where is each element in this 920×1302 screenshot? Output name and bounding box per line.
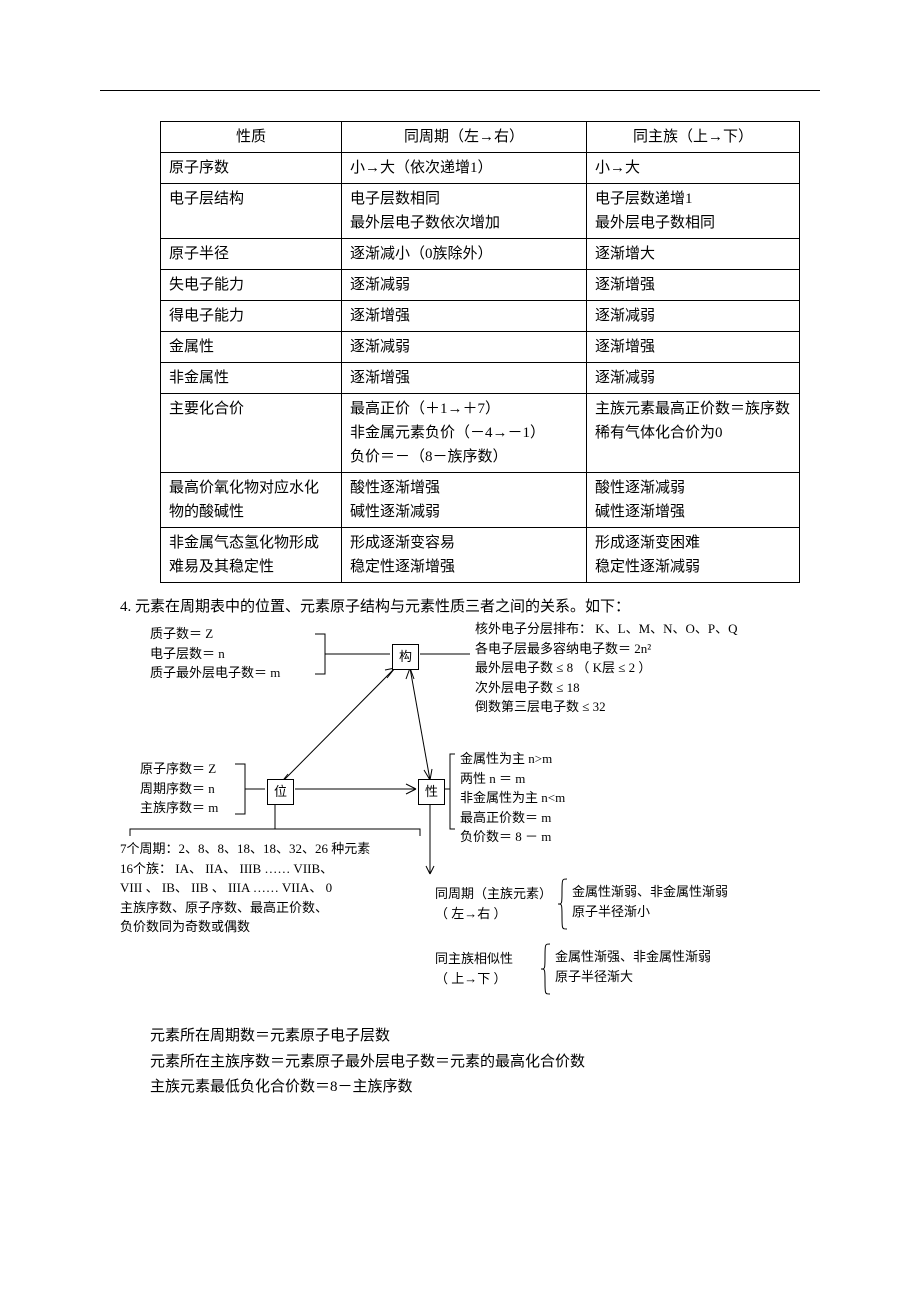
table-row: 原子序数小→大（依次递增1）小→大: [161, 153, 800, 184]
table-row: 非金属气态氢化物形成难易及其稳定性形成逐渐变容易稳定性逐渐增强形成逐渐变困难稳定…: [161, 528, 800, 583]
table-row: 原子半径逐渐减小（0族除外）逐渐增大: [161, 239, 800, 270]
table-row: 失电子能力逐渐减弱逐渐增强: [161, 270, 800, 301]
table-cell: 逐渐增强: [586, 332, 799, 363]
table-cell: 主族元素最高正价数＝族序数稀有气体化合价为0: [586, 394, 799, 473]
relationship-diagram: 质子数＝ Z电子层数＝ n质子最外层电子数＝ m 构 核外电子分层排布： K、L…: [120, 624, 800, 1024]
table-cell: 金属性: [161, 332, 342, 363]
table-cell: 得电子能力: [161, 301, 342, 332]
table-body: 原子序数小→大（依次递增1）小→大电子层结构电子层数相同最外层电子数依次增加电子…: [161, 153, 800, 583]
xing-box: 性: [418, 779, 445, 805]
table-row: 金属性逐渐减弱逐渐增强: [161, 332, 800, 363]
table-cell: 电子层数递增1最外层电子数相同: [586, 184, 799, 239]
table-cell: 小→大（依次递增1）: [342, 153, 587, 184]
table-cell: 形成逐渐变困难稳定性逐渐减弱: [586, 528, 799, 583]
table-cell: 失电子能力: [161, 270, 342, 301]
group-items: 金属性渐强、非金属性渐弱原子半径渐大: [555, 947, 711, 986]
xing-list-text: 金属性为主 n>m两性 n ＝ m非金属性为主 n<m最高正价数＝ m负价数＝ …: [460, 749, 565, 847]
table-cell: 非金属性: [161, 363, 342, 394]
period-label: 同周期（主族元素）（ 左→右 ）: [435, 884, 552, 923]
wei-bottom-text: 7个周期：2、8、8、18、18、32、26 种元素16个族： IA、 IIA、…: [120, 839, 370, 937]
header-group: 同主族（上→下）: [586, 122, 799, 153]
table-cell: 逐渐减小（0族除外）: [342, 239, 587, 270]
table-cell: 逐渐增强: [342, 301, 587, 332]
table-cell: 逐渐增大: [586, 239, 799, 270]
table-cell: 形成逐渐变容易稳定性逐渐增强: [342, 528, 587, 583]
equation-1: 元素所在周期数＝元素原子电子层数: [150, 1024, 820, 1050]
wei-left-text: 原子序数＝ Z周期序数＝ n主族序数＝ m: [140, 759, 218, 818]
table-row: 主要化合价最高正价（＋1→＋7）非金属元素负价（－4→－1）负价＝－（8－族序数…: [161, 394, 800, 473]
equation-3: 主族元素最低负化合价数＝8－主族序数: [150, 1075, 820, 1101]
top-rule: [100, 90, 820, 91]
table-cell: 非金属气态氢化物形成难易及其稳定性: [161, 528, 342, 583]
equations-block: 元素所在周期数＝元素原子电子层数 元素所在主族序数＝元素原子最外层电子数＝元素的…: [150, 1024, 820, 1101]
table-cell: 最高价氧化物对应水化物的酸碱性: [161, 473, 342, 528]
table-cell: 酸性逐渐增强碱性逐渐减弱: [342, 473, 587, 528]
header-period: 同周期（左→右）: [342, 122, 587, 153]
properties-table: 性质 同周期（左→右） 同主族（上→下） 原子序数小→大（依次递增1）小→大电子…: [160, 121, 800, 583]
table-row: 最高价氧化物对应水化物的酸碱性酸性逐渐增强碱性逐渐减弱酸性逐渐减弱碱性逐渐增强: [161, 473, 800, 528]
table-cell: 最高正价（＋1→＋7）非金属元素负价（－4→－1）负价＝－（8－族序数）: [342, 394, 587, 473]
table-cell: 原子序数: [161, 153, 342, 184]
group-label: 同主族相似性（ 上→下 ）: [435, 949, 513, 988]
table-cell: 主要化合价: [161, 394, 342, 473]
wei-box: 位: [267, 779, 294, 805]
period-items: 金属性渐弱、非金属性渐弱原子半径渐小: [572, 882, 728, 921]
table-cell: 电子层结构: [161, 184, 342, 239]
equation-2: 元素所在主族序数＝元素原子最外层电子数＝元素的最高化合价数: [150, 1050, 820, 1076]
table-cell: 逐渐减弱: [586, 301, 799, 332]
table-cell: 逐渐减弱: [586, 363, 799, 394]
gou-right-text: 核外电子分层排布： K、L、M、N、O、P、Q各电子层最多容纳电子数＝ 2n²最…: [475, 619, 738, 717]
table-cell: 小→大: [586, 153, 799, 184]
header-property: 性质: [161, 122, 342, 153]
table-header-row: 性质 同周期（左→右） 同主族（上→下）: [161, 122, 800, 153]
gou-left-text: 质子数＝ Z电子层数＝ n质子最外层电子数＝ m: [150, 624, 280, 683]
table-row: 非金属性逐渐增强逐渐减弱: [161, 363, 800, 394]
table-cell: 逐渐减弱: [342, 332, 587, 363]
table-cell: 电子层数相同最外层电子数依次增加: [342, 184, 587, 239]
table-cell: 原子半径: [161, 239, 342, 270]
table-cell: 酸性逐渐减弱碱性逐渐增强: [586, 473, 799, 528]
gou-box: 构: [392, 644, 419, 670]
table-cell: 逐渐增强: [342, 363, 587, 394]
table-row: 电子层结构电子层数相同最外层电子数依次增加电子层数递增1最外层电子数相同: [161, 184, 800, 239]
table-cell: 逐渐增强: [586, 270, 799, 301]
table-row: 得电子能力逐渐增强逐渐减弱: [161, 301, 800, 332]
table-cell: 逐渐减弱: [342, 270, 587, 301]
section-4-title: 4. 元素在周期表中的位置、元素原子结构与元素性质三者之间的关系。如下：: [120, 595, 820, 616]
